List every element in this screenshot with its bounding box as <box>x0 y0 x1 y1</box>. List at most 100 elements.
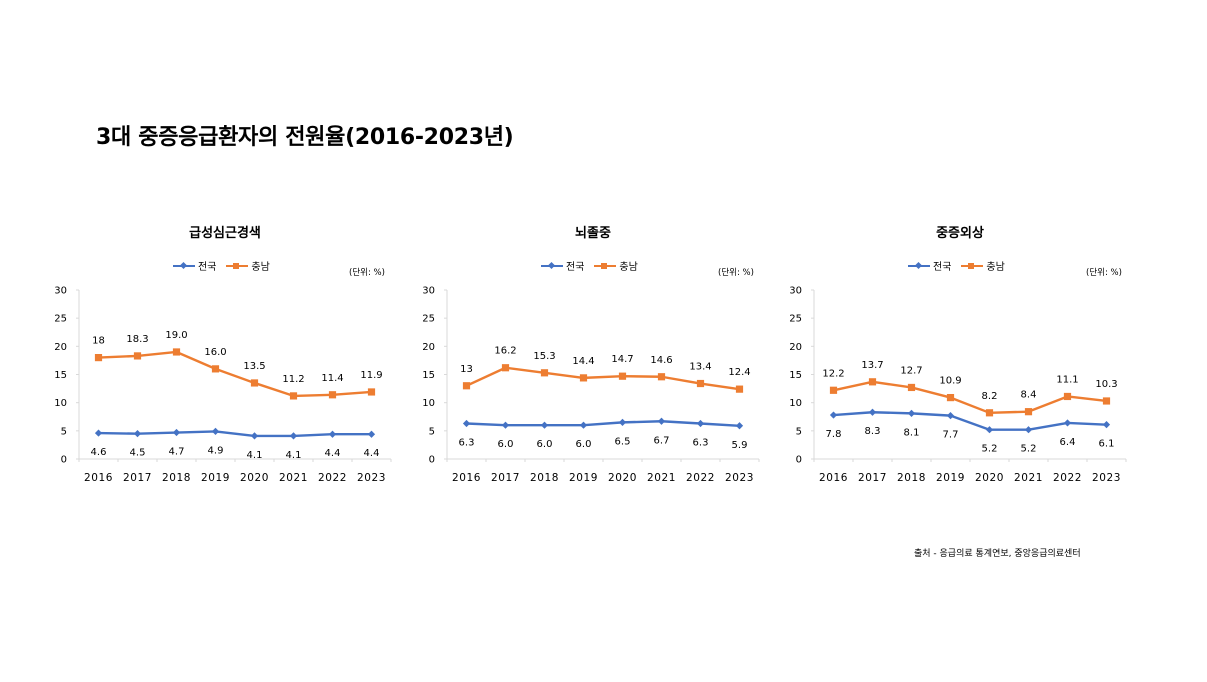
data-label: 4.9 <box>208 445 224 456</box>
data-label: 10.3 <box>1095 379 1117 390</box>
legend-item-chungnam: 충남 <box>226 258 270 273</box>
legend-label: 전국 <box>933 262 952 273</box>
unit-label: (단위: %) <box>1086 268 1122 278</box>
x-tick-label: 2019 <box>569 472 598 484</box>
legend-item-national: 전국 <box>908 258 951 273</box>
legend-key-chungnam <box>961 261 984 271</box>
data-label: 19.0 <box>165 330 187 341</box>
data-point-chungnam <box>289 392 298 400</box>
x-tick-label: 2018 <box>897 472 926 484</box>
data-label: 5.2 <box>1021 444 1037 455</box>
data-label: 7.8 <box>826 429 842 440</box>
chart-plot: 0 5 10 15 20 25 30 2016 2017 2018 2019 2020 2021 2022… <box>54 286 392 484</box>
data-point-national <box>462 419 471 428</box>
x-tick-label: 2022 <box>318 472 347 484</box>
x-tick-label: 2017 <box>123 472 152 484</box>
chart-title: 급성심근경색 <box>189 226 261 241</box>
data-label: 4.1 <box>247 450 263 461</box>
data-point-national <box>1102 421 1111 429</box>
data-label: 4.6 <box>91 447 107 458</box>
legend-key-national <box>173 261 195 271</box>
x-tick-label: 2023 <box>357 472 386 484</box>
source-note: 출처 - 응급의료 통계연보, 중앙응급의료센터 <box>914 549 1081 559</box>
data-point-chungnam <box>94 354 103 362</box>
data-label: 12.4 <box>728 367 750 378</box>
series-line-chungnam <box>98 350 372 398</box>
data-label: 4.4 <box>364 448 380 459</box>
data-point-national <box>868 408 877 416</box>
data-label: 11.4 <box>321 373 343 384</box>
data-label: 6.0 <box>576 439 592 450</box>
data-point-chungnam <box>985 409 994 417</box>
data-label: 16.0 <box>204 347 226 358</box>
data-label: 8.2 <box>982 391 998 402</box>
y-tick-label: 30 <box>789 286 802 297</box>
data-point-chungnam <box>657 373 666 381</box>
data-point-national <box>618 418 627 426</box>
data-point-national <box>829 411 838 419</box>
data-point-chungnam <box>868 378 877 386</box>
data-label: 18.3 <box>126 334 148 345</box>
data-label: 6.0 <box>498 439 514 450</box>
data-label: 14.6 <box>650 355 672 366</box>
legend-item-national: 전국 <box>173 258 216 273</box>
legend-item-chungnam: 충남 <box>961 258 1005 273</box>
data-point-chungnam <box>1102 397 1111 405</box>
data-point-national <box>946 412 955 420</box>
x-tick-label: 2020 <box>975 472 1004 484</box>
data-label: 5.9 <box>732 440 748 451</box>
data-point-chungnam <box>618 372 627 380</box>
data-label: 4.5 <box>130 448 146 459</box>
data-point-chungnam <box>367 388 376 396</box>
data-point-national <box>328 430 337 438</box>
y-tick-label: 15 <box>54 370 67 381</box>
data-point-chungnam <box>1024 408 1033 416</box>
y-tick-label: 20 <box>54 342 67 353</box>
data-point-chungnam <box>501 364 510 372</box>
data-label: 6.3 <box>459 438 475 449</box>
chart-plot: 0 5 10 15 20 25 30 2016 2017 2018 2019 2020 2021 2022… <box>789 286 1127 484</box>
x-tick-label: 2021 <box>647 472 676 484</box>
data-point-national <box>907 409 916 417</box>
data-point-chungnam <box>133 352 142 360</box>
y-tick-label: 15 <box>789 370 802 381</box>
legend-label: 충남 <box>251 262 270 273</box>
chart-acute-mi: 급성심근경색 전국 충남 (단위: %) 0 5 10 15 20 25 30 2016 201… <box>54 210 395 500</box>
data-point-national <box>985 426 994 434</box>
y-tick-label: 10 <box>54 398 67 409</box>
data-label: 5.2 <box>982 444 998 455</box>
page-title: 3대 중증응급환자의 전원율(2016-2023년) <box>96 125 514 150</box>
data-point-chungnam <box>1063 392 1072 401</box>
data-point-national <box>289 432 298 440</box>
data-point-chungnam <box>579 374 588 382</box>
y-tick-label: 20 <box>422 342 435 353</box>
data-label: 12.7 <box>900 365 922 376</box>
data-label: 6.5 <box>615 436 631 447</box>
data-point-chungnam <box>696 379 705 388</box>
y-tick-label: 30 <box>422 286 435 297</box>
y-tick-label: 25 <box>422 314 435 325</box>
x-tick-label: 2022 <box>1053 472 1082 484</box>
data-label: 16.2 <box>494 346 516 357</box>
y-tick-label: 25 <box>54 314 67 325</box>
legend-label: 충남 <box>986 262 1005 273</box>
x-tick-label: 2022 <box>686 472 715 484</box>
data-point-chungnam <box>829 386 838 394</box>
data-point-chungnam <box>946 393 955 402</box>
legend-key-national <box>908 261 930 271</box>
data-point-national <box>1024 426 1033 434</box>
x-tick-label: 2018 <box>162 472 191 484</box>
unit-label: (단위: %) <box>349 268 385 278</box>
data-label: 6.0 <box>537 439 553 450</box>
legend-label: 전국 <box>566 262 585 273</box>
x-tick-label: 2017 <box>491 472 520 484</box>
x-tick-label: 2016 <box>819 472 848 484</box>
data-point-national <box>94 429 103 437</box>
data-point-chungnam <box>540 369 549 377</box>
chart-stroke: 뇌졸중 전국 충남 (단위: %) 0 5 10 15 20 25 30 2016 2017 20… <box>422 210 763 500</box>
x-tick-label: 2020 <box>240 472 269 484</box>
data-label: 4.4 <box>325 448 341 459</box>
data-label: 4.7 <box>169 447 185 458</box>
series-line-national <box>98 430 372 438</box>
y-tick-label: 5 <box>796 426 802 437</box>
